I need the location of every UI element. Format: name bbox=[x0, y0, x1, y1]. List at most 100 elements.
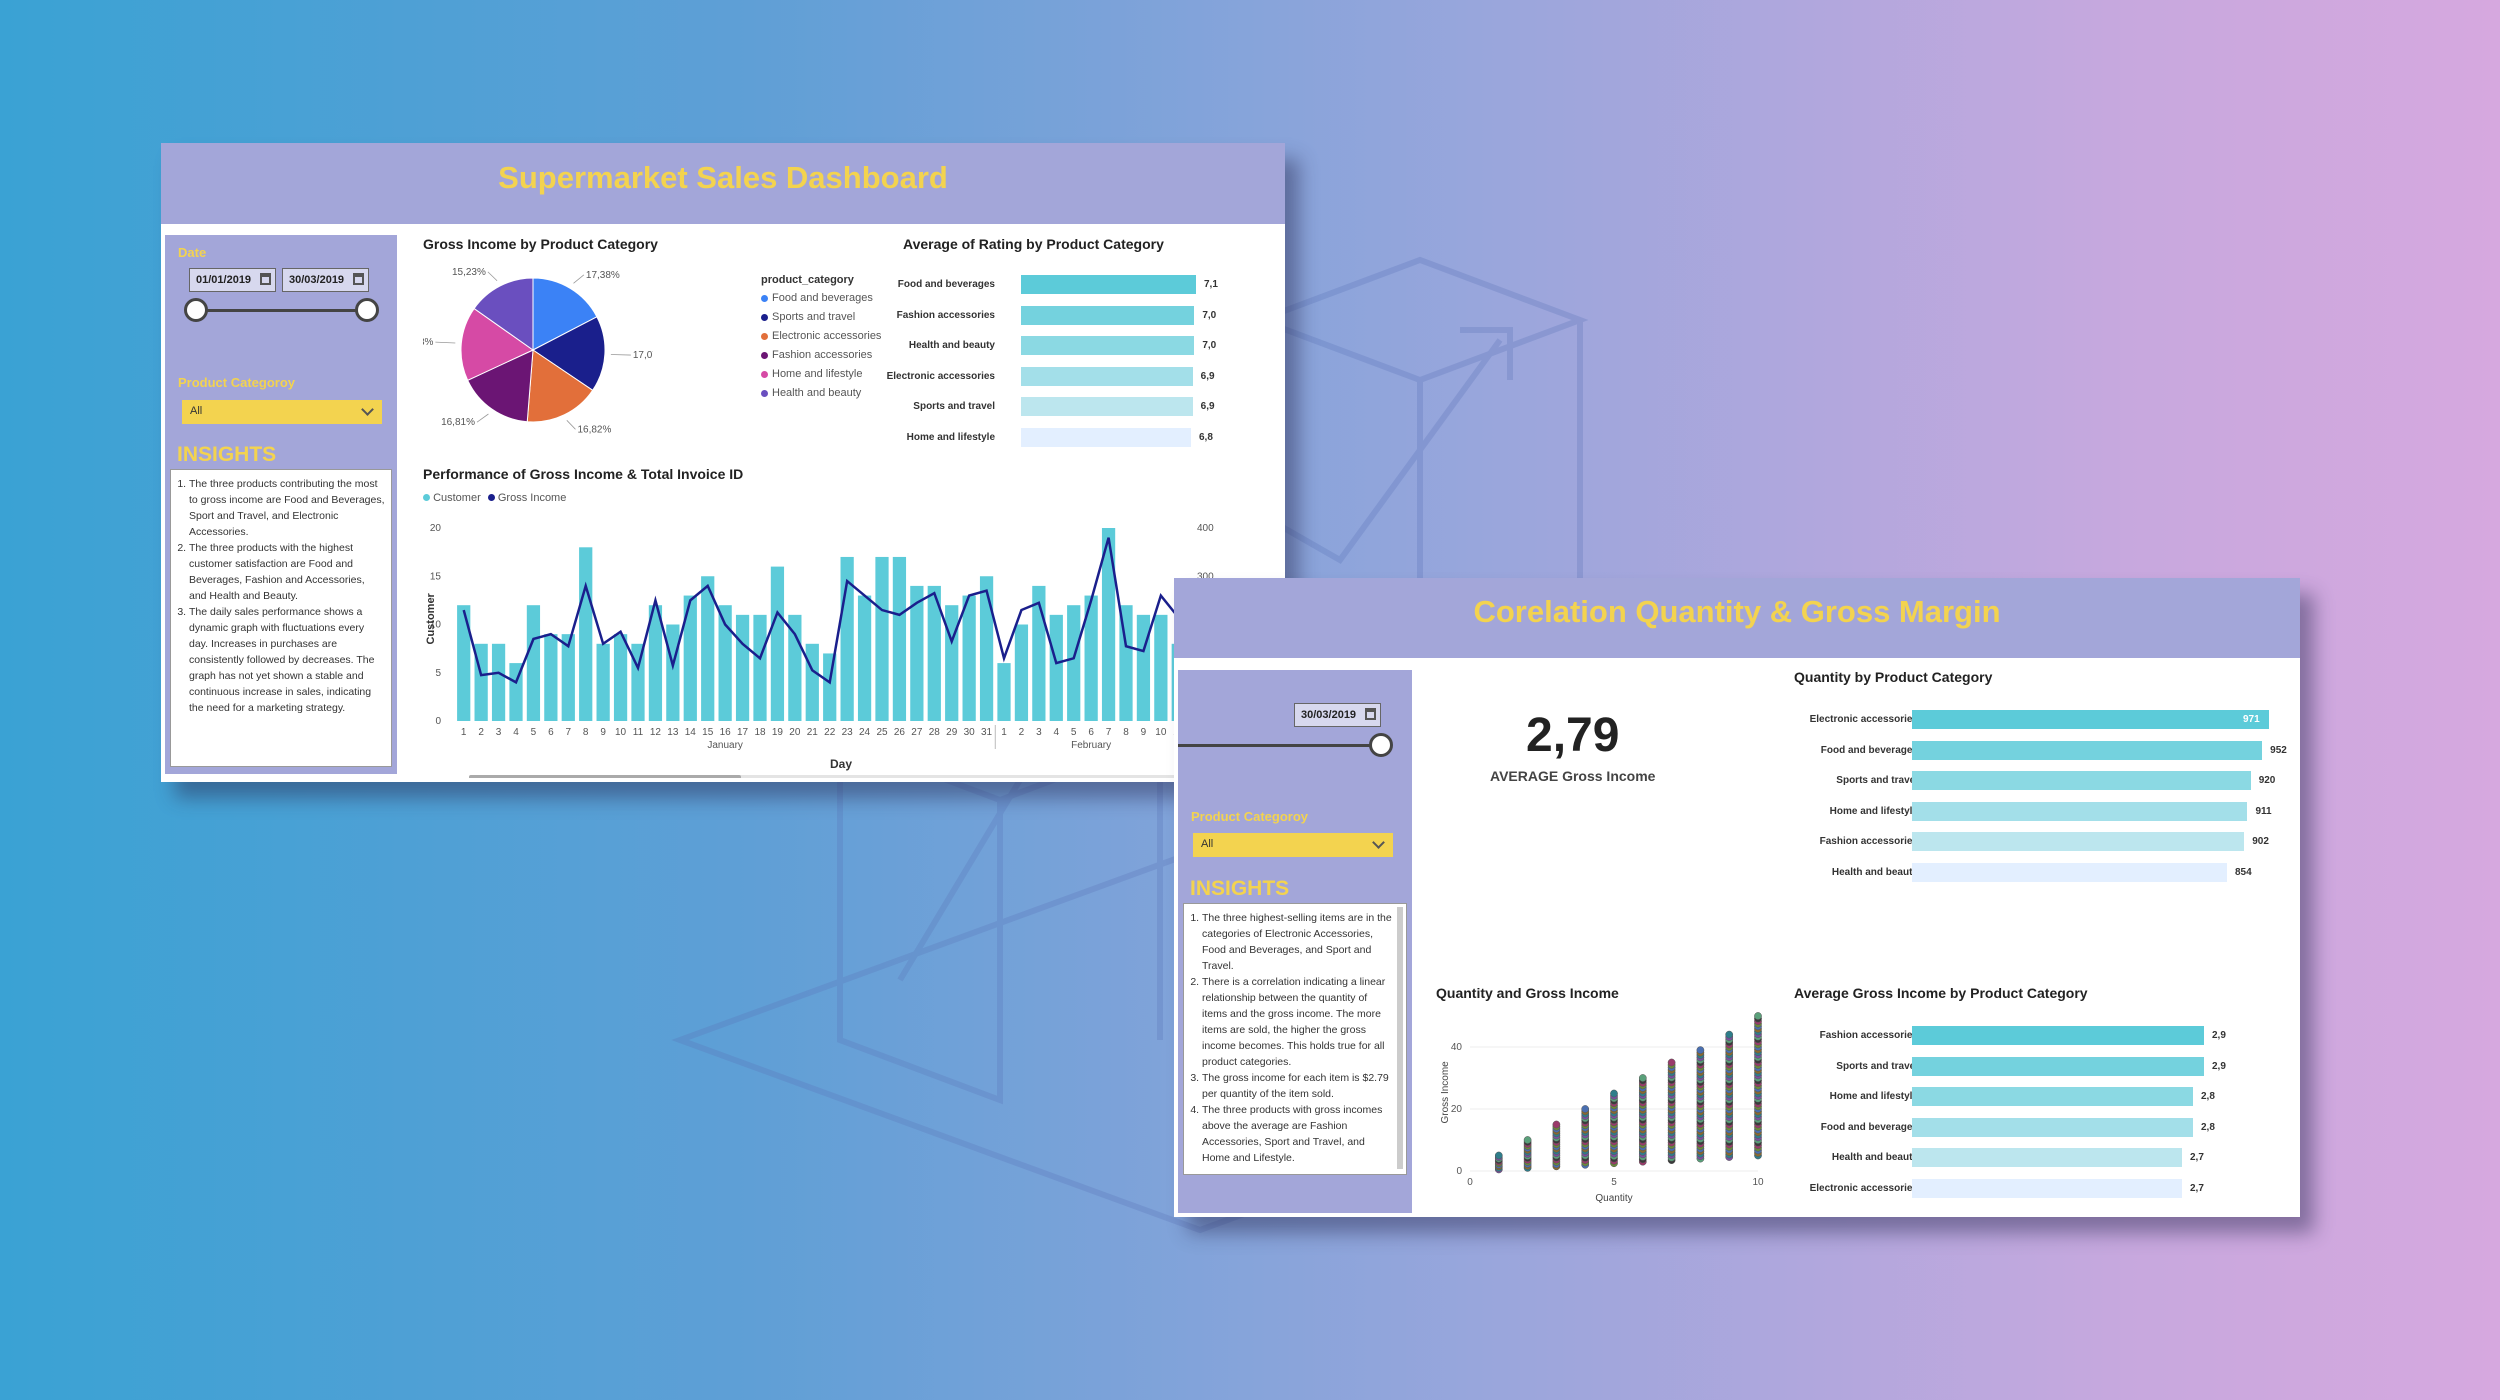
date-range-end-handle[interactable] bbox=[355, 298, 379, 322]
customer-bar[interactable] bbox=[805, 643, 819, 721]
scatter-point[interactable] bbox=[1667, 1058, 1676, 1067]
pie-legend-item[interactable]: Electronic accessories bbox=[761, 330, 881, 342]
customer-bar[interactable] bbox=[753, 614, 767, 721]
customer-bar[interactable] bbox=[613, 634, 628, 721]
customer-bar[interactable] bbox=[770, 566, 785, 721]
customer-bar[interactable] bbox=[1014, 624, 1029, 722]
scatter-point[interactable] bbox=[1581, 1105, 1590, 1113]
customer-bar[interactable] bbox=[735, 614, 750, 721]
customer-bar[interactable] bbox=[927, 585, 941, 721]
bar[interactable] bbox=[1021, 305, 1195, 325]
customer-bar[interactable] bbox=[997, 663, 1011, 721]
pie-legend-item[interactable]: Sports and travel bbox=[761, 311, 855, 323]
pie-slice[interactable] bbox=[526, 349, 594, 423]
bar[interactable] bbox=[1021, 397, 1193, 416]
pie-legend-item[interactable]: Food and beverages bbox=[761, 292, 873, 304]
pie-legend-item[interactable]: Health and beauty bbox=[761, 387, 861, 399]
bar[interactable] bbox=[1912, 801, 2248, 821]
scatter-point[interactable] bbox=[1610, 1089, 1618, 1098]
customer-bar[interactable] bbox=[1101, 528, 1116, 721]
customer-bar[interactable] bbox=[788, 614, 802, 721]
customer-bar[interactable] bbox=[457, 605, 471, 721]
bar[interactable] bbox=[1021, 275, 1196, 294]
bar[interactable] bbox=[1912, 710, 2269, 729]
customer-bar[interactable] bbox=[683, 595, 697, 721]
calendar-icon[interactable] bbox=[1365, 708, 1376, 720]
bar[interactable] bbox=[1912, 1087, 2193, 1106]
customer-bar[interactable] bbox=[1032, 585, 1046, 721]
customer-bar[interactable] bbox=[1136, 614, 1151, 721]
bar[interactable] bbox=[1912, 1056, 2204, 1076]
scatter-point[interactable] bbox=[1696, 1046, 1705, 1054]
pie-slice[interactable] bbox=[473, 277, 534, 351]
date-range-start-handle[interactable] bbox=[184, 298, 208, 322]
calendar-icon[interactable] bbox=[260, 273, 271, 285]
customer-bar[interactable] bbox=[1119, 605, 1133, 721]
start-date-input[interactable]: 01/01/2019 bbox=[189, 268, 276, 292]
customer-bar[interactable] bbox=[648, 605, 663, 721]
bar[interactable] bbox=[1021, 366, 1193, 386]
category-dropdown[interactable]: All bbox=[1193, 833, 1393, 857]
customer-bar[interactable] bbox=[718, 605, 732, 721]
scatter-point[interactable] bbox=[1638, 1074, 1647, 1082]
end-date-input[interactable]: 30/03/2019 bbox=[1294, 703, 1381, 727]
chevron-down-icon[interactable] bbox=[361, 403, 374, 416]
bar[interactable] bbox=[1912, 1117, 2193, 1137]
gross-income-pie-chart[interactable]: 17,38% 17,07% 16,82% 16,81% 16,68% 15,23% bbox=[423, 260, 653, 435]
customer-bar[interactable] bbox=[544, 634, 558, 721]
chart-scrollbar-thumb[interactable] bbox=[469, 775, 741, 778]
date-range-slider-track[interactable] bbox=[1178, 744, 1382, 747]
date-range-end-handle[interactable] bbox=[1369, 733, 1393, 757]
category-dropdown[interactable]: All bbox=[182, 400, 382, 424]
scatter-point[interactable] bbox=[1494, 1151, 1503, 1160]
customer-bar[interactable] bbox=[945, 605, 959, 721]
end-date-input[interactable]: 30/03/2019 bbox=[282, 268, 369, 292]
customer-bar[interactable] bbox=[979, 576, 994, 721]
scatter-point[interactable] bbox=[1552, 1120, 1561, 1129]
bar[interactable] bbox=[1021, 427, 1191, 447]
customer-bar[interactable] bbox=[526, 605, 541, 721]
customer-bar[interactable] bbox=[1067, 605, 1081, 721]
customer-bar[interactable] bbox=[596, 643, 610, 721]
customer-bar[interactable] bbox=[823, 653, 837, 721]
bar[interactable] bbox=[1912, 740, 2263, 760]
customer-bar[interactable] bbox=[1049, 614, 1063, 721]
bar[interactable] bbox=[1021, 336, 1195, 355]
calendar-icon[interactable] bbox=[353, 273, 364, 285]
gross-income-line[interactable] bbox=[462, 537, 1180, 685]
customer-bar[interactable] bbox=[1154, 614, 1168, 721]
gross-income-invoice-combo-chart[interactable]: 051015200100200300400CustomerGross Incom… bbox=[419, 506, 1279, 778]
customer-bar[interactable] bbox=[631, 643, 645, 721]
pie-slice[interactable] bbox=[460, 307, 534, 381]
insights-text-box[interactable]: The three highest-selling items are in t… bbox=[1183, 903, 1407, 1175]
date-range-slider-track[interactable] bbox=[196, 309, 368, 312]
chevron-down-icon[interactable] bbox=[1372, 836, 1385, 849]
scatter-point[interactable] bbox=[1523, 1136, 1532, 1144]
bar[interactable] bbox=[1912, 832, 2245, 851]
pie-legend-item[interactable]: Fashion accessories bbox=[761, 349, 872, 361]
customer-bar[interactable] bbox=[875, 556, 889, 721]
scatter-point[interactable] bbox=[1754, 1012, 1762, 1020]
customer-bar[interactable] bbox=[701, 576, 715, 721]
bar[interactable] bbox=[1912, 771, 2251, 790]
customer-bar[interactable] bbox=[491, 643, 506, 721]
insights-scrollbar[interactable] bbox=[1397, 907, 1403, 1169]
customer-bar[interactable] bbox=[561, 634, 575, 721]
bar[interactable] bbox=[1912, 1026, 2204, 1045]
bar[interactable] bbox=[1912, 862, 2227, 882]
pie-slice[interactable] bbox=[467, 349, 534, 423]
customer-bar[interactable] bbox=[910, 585, 924, 721]
customer-bar[interactable] bbox=[962, 595, 976, 721]
scatter-point[interactable] bbox=[1725, 1030, 1734, 1039]
pie-slice[interactable] bbox=[532, 277, 598, 351]
bar[interactable] bbox=[1912, 1178, 2182, 1198]
customer-bar[interactable] bbox=[857, 595, 872, 721]
customer-bar[interactable] bbox=[666, 624, 680, 722]
bar[interactable] bbox=[1912, 1148, 2182, 1167]
customer-bar[interactable] bbox=[892, 556, 907, 721]
quantity-gross-income-scatter[interactable]: 0 20 40 0 5 10 Quantity Gross Income bbox=[1436, 1006, 1766, 1211]
pie-legend-item[interactable]: Home and lifestyle bbox=[761, 368, 863, 380]
pie-slice[interactable] bbox=[532, 316, 606, 391]
customer-bar[interactable] bbox=[509, 663, 523, 721]
customer-bar[interactable] bbox=[1084, 595, 1098, 721]
